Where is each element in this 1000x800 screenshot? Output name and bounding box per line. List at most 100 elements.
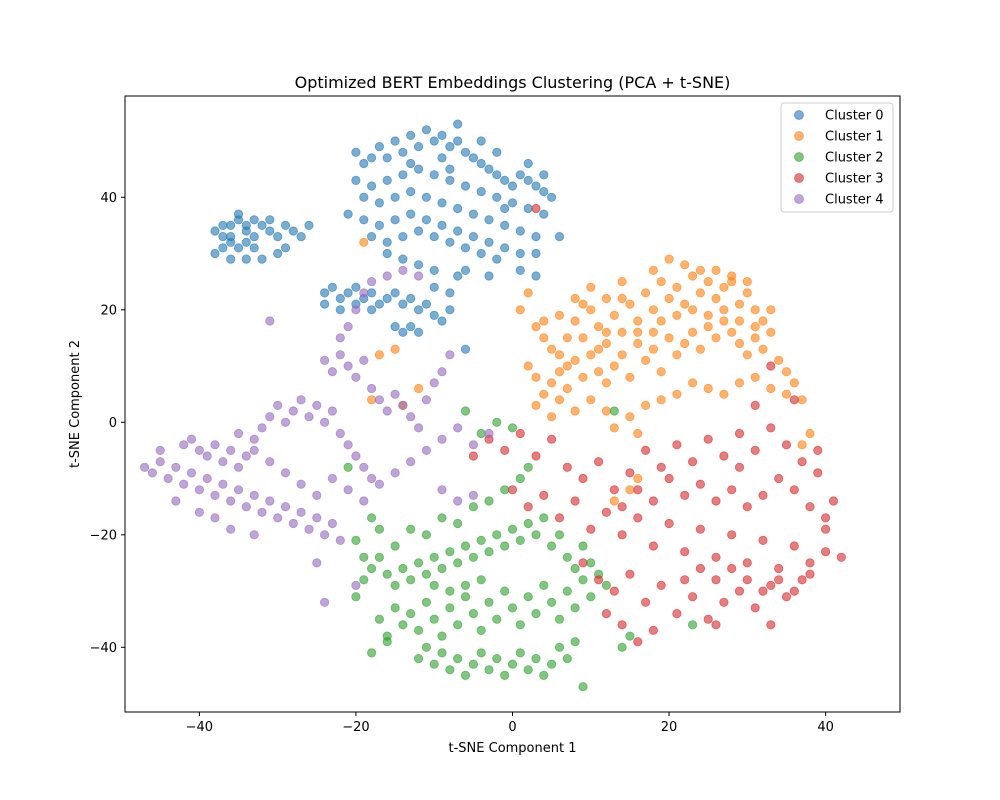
- point-s0-145: [366, 153, 377, 163]
- point-s0-140: [492, 147, 502, 157]
- legend: Cluster 0 Cluster 1 Cluster 2 Cluster 3 Clus…: [780, 102, 894, 213]
- point-s4-60: [374, 479, 384, 489]
- point-s2-45: [500, 586, 510, 596]
- point-s4-64: [437, 434, 447, 444]
- point-s2-76: [562, 653, 572, 664]
- point-s3-90: [820, 524, 831, 534]
- point-s0-94: [398, 232, 408, 242]
- point-s3-49: [625, 569, 635, 579]
- point-s0-79: [531, 232, 541, 242]
- points-layer: [140, 119, 846, 692]
- point-s1-15: [586, 305, 596, 315]
- point-s3-33: [648, 541, 659, 551]
- point-s1-39: [523, 361, 533, 371]
- point-s2-58: [421, 642, 431, 652]
- point-s1-71: [546, 412, 557, 422]
- point-s3-59: [781, 592, 792, 602]
- point-s2-66: [484, 665, 494, 675]
- point-s1-32: [719, 282, 729, 292]
- y-tick-label-0: −40: [90, 641, 117, 656]
- point-s1-29: [695, 288, 706, 298]
- point-s0-90: [500, 243, 510, 253]
- point-s4-77: [366, 383, 377, 394]
- point-s1-61: [695, 344, 706, 354]
- point-s2-44: [492, 614, 502, 624]
- point-s3-10: [609, 485, 619, 495]
- point-s3-73: [758, 490, 768, 500]
- point-s1-90: [797, 395, 807, 405]
- point-s2-19: [476, 535, 486, 546]
- chart-title: Optimized BERT Embeddings Clustering (PC…: [295, 73, 731, 92]
- point-s0-74: [453, 203, 463, 214]
- point-s2-26: [531, 530, 541, 540]
- point-s4-80: [390, 389, 400, 399]
- point-s0-43: [460, 147, 471, 157]
- point-s1-9: [539, 316, 549, 326]
- point-s1-53: [633, 338, 643, 349]
- legend-label-4: Cluster 4: [825, 193, 884, 208]
- point-s4-59: [359, 496, 369, 506]
- point-s2-73: [539, 670, 549, 681]
- point-s0-138: [531, 248, 541, 259]
- legend-marker-1: [794, 131, 804, 141]
- point-s4-19: [288, 518, 298, 529]
- point-s4-17: [273, 513, 283, 523]
- point-s0-49: [507, 181, 518, 191]
- point-s0-11: [273, 232, 283, 242]
- point-s2-8: [390, 580, 400, 591]
- point-s3-1: [468, 451, 478, 461]
- point-s4-4: [171, 462, 181, 472]
- point-s2-14: [437, 563, 447, 574]
- point-s1-60: [687, 327, 698, 337]
- point-s3-20: [766, 423, 776, 433]
- point-s0-30: [351, 147, 361, 157]
- point-s0-86: [437, 220, 447, 230]
- point-s1-80: [656, 395, 666, 405]
- point-s4-103: [226, 524, 236, 534]
- point-s0-78: [515, 226, 525, 236]
- series-1: [359, 237, 815, 506]
- point-s3-79: [633, 485, 643, 495]
- point-s0-37: [413, 142, 424, 152]
- point-s1-82: [687, 378, 698, 388]
- point-s1-88: [781, 389, 792, 399]
- point-s1-11: [554, 350, 565, 360]
- point-s0-99: [476, 248, 486, 259]
- point-s0-24: [265, 215, 275, 225]
- point-s2-99: [625, 631, 635, 641]
- point-s3-41: [774, 563, 784, 574]
- point-s3-30: [601, 507, 612, 517]
- point-s4-16: [265, 496, 275, 506]
- point-s4-34: [241, 451, 251, 461]
- point-s0-149: [539, 170, 549, 180]
- point-s2-35: [421, 597, 431, 607]
- point-s1-103: [617, 276, 627, 287]
- point-s4-66: [468, 440, 478, 450]
- point-s1-122: [601, 327, 612, 337]
- y-tick-label-4: 40: [100, 191, 117, 206]
- point-s4-50: [366, 473, 377, 484]
- point-s4-42: [304, 412, 314, 422]
- point-s0-146: [445, 164, 455, 174]
- point-s0-71: [406, 187, 416, 197]
- point-s1-107: [554, 310, 565, 320]
- point-s2-82: [351, 535, 361, 546]
- point-s1-22: [640, 288, 651, 298]
- point-s4-44: [319, 417, 330, 427]
- point-s3-70: [711, 496, 721, 506]
- point-s0-126: [390, 321, 400, 332]
- point-s3-46: [578, 558, 588, 568]
- point-s1-109: [656, 316, 666, 326]
- point-s1-112: [703, 310, 713, 320]
- point-s1-10: [546, 344, 557, 354]
- point-s1-30: [703, 276, 713, 287]
- point-s0-54: [546, 192, 557, 202]
- point-s4-74: [343, 361, 353, 371]
- point-s1-1: [374, 350, 384, 360]
- legend-label-1: Cluster 1: [825, 130, 884, 145]
- point-s3-71: [727, 485, 737, 495]
- point-s1-98: [695, 265, 706, 275]
- point-s4-79: [382, 406, 392, 416]
- point-s3-44: [820, 547, 831, 557]
- point-s1-57: [664, 333, 674, 343]
